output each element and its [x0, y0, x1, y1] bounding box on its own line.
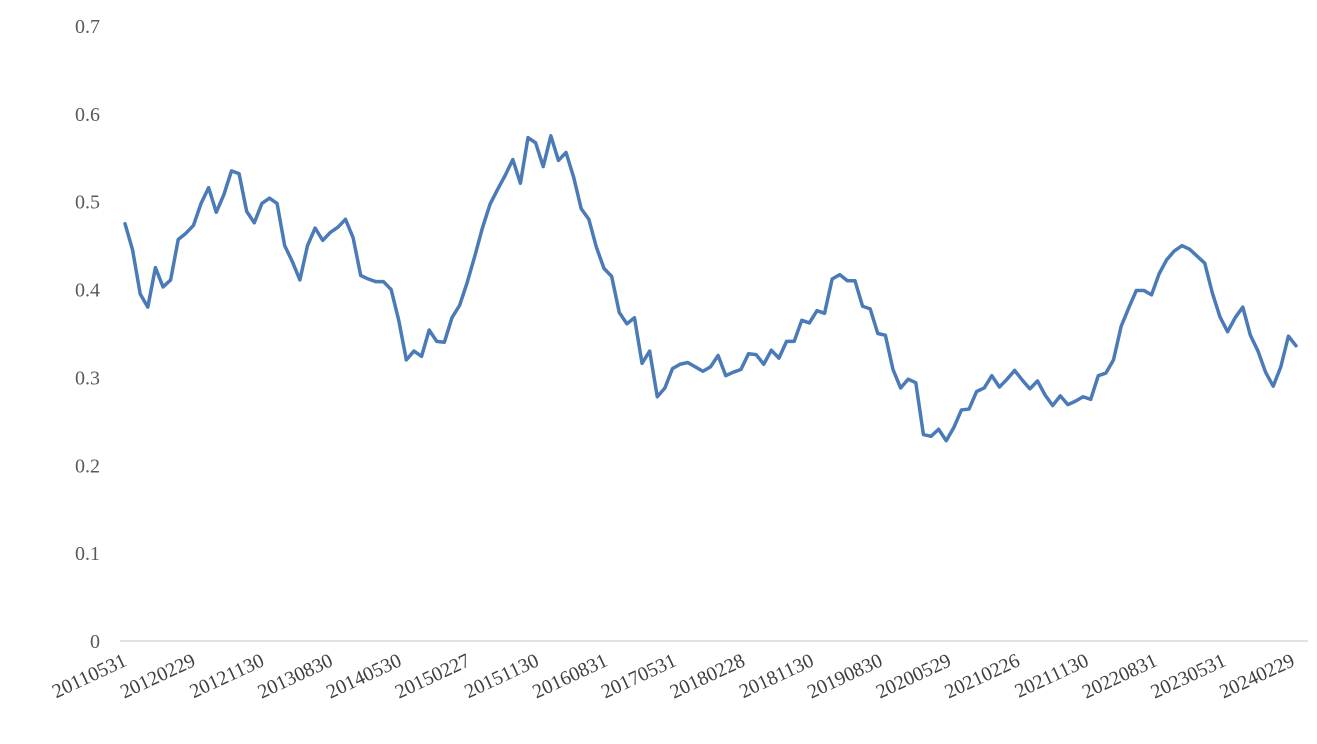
y-tick-label: 0.5	[75, 192, 100, 214]
x-axis-ticks: 2011053120120229201211302013083020140530…	[49, 650, 1298, 704]
x-tick-label: 20211130	[1012, 650, 1092, 703]
series-line	[123, 134, 1298, 443]
y-tick-label: 0.1	[75, 543, 100, 565]
x-tick-label: 20120229	[117, 650, 199, 704]
x-tick-label: 20130830	[254, 650, 336, 704]
x-tick-label: 20180228	[667, 650, 749, 704]
x-tick-label: 20121130	[186, 650, 267, 703]
x-tick-label: 20220831	[1079, 650, 1161, 704]
x-tick-label: 20210226	[941, 650, 1023, 704]
series-layer	[123, 134, 1298, 443]
x-tick-label: 20181130	[736, 650, 817, 703]
y-tick-label: 0.6	[75, 104, 100, 126]
y-tick-label: 0.4	[75, 280, 100, 302]
x-tick-label: 20151130	[461, 650, 542, 703]
x-tick-label: 20170531	[598, 650, 680, 704]
x-tick-label: 20200529	[873, 650, 955, 704]
y-tick-label: 0.3	[75, 367, 100, 389]
y-tick-label: 0.7	[75, 16, 100, 38]
x-tick-label: 20190830	[804, 650, 886, 704]
y-tick-label: 0	[90, 631, 100, 653]
x-tick-label: 20160831	[529, 650, 611, 704]
x-tick-label: 20230531	[1148, 650, 1230, 704]
x-tick-label: 20140530	[323, 650, 405, 704]
x-tick-label: 20110531	[49, 650, 130, 703]
y-tick-label: 0.2	[75, 455, 100, 477]
x-tick-label: 20150227	[392, 650, 474, 704]
x-tick-label: 20240229	[1216, 650, 1298, 704]
y-axis-ticks: 0 0.1 0.2 0.3 0.4 0.5 0.6 0.7	[75, 16, 100, 653]
